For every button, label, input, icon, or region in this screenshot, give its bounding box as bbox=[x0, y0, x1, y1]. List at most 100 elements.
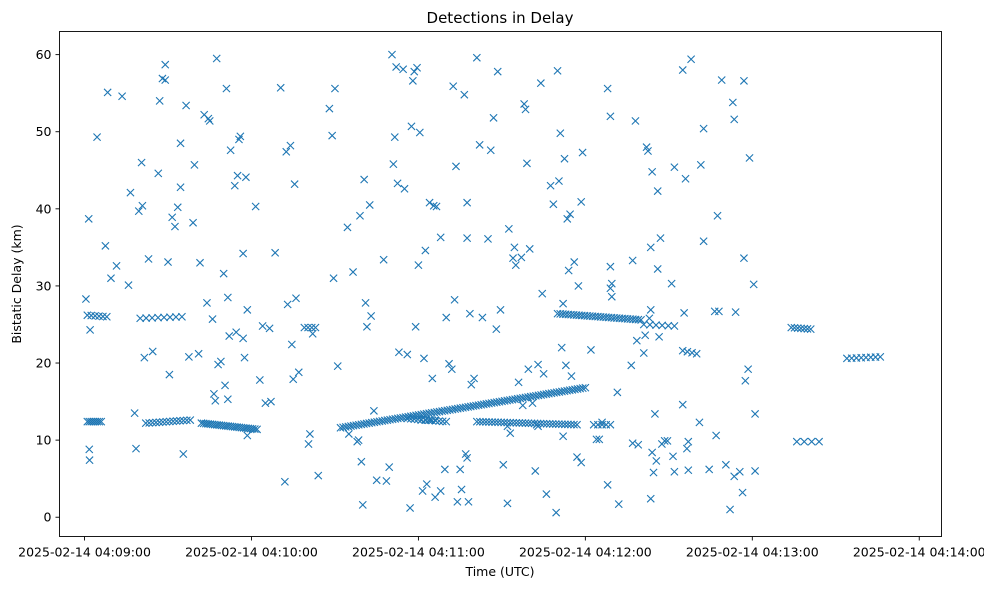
data-point-clutter bbox=[144, 254, 153, 263]
data-point-clutter bbox=[564, 266, 573, 275]
data-point-clutter bbox=[189, 218, 198, 227]
data-point-clutter bbox=[460, 90, 469, 99]
data-point-clutter bbox=[678, 400, 687, 409]
data-point-clutter bbox=[286, 141, 295, 150]
data-point-track-13-mid bbox=[806, 325, 815, 334]
data-point-clutter bbox=[84, 214, 93, 223]
data-point-clutter bbox=[134, 207, 143, 216]
data-point-clutter bbox=[699, 237, 708, 246]
data-point-clutter bbox=[695, 418, 704, 427]
data-point-clutter bbox=[475, 140, 484, 149]
data-point-clutter bbox=[492, 325, 501, 334]
data-point-clutter bbox=[103, 88, 112, 97]
data-point-clutter bbox=[559, 432, 568, 441]
data-point-clutter bbox=[705, 465, 714, 474]
data-point-clutter bbox=[154, 169, 163, 178]
data-point-clutter bbox=[538, 289, 547, 298]
y-axis: 0 10 20 30 40 50 60 bbox=[36, 47, 60, 525]
data-point-clutter bbox=[456, 465, 465, 474]
data-point-clutter bbox=[132, 444, 141, 453]
data-point-track-6-low bbox=[472, 417, 481, 426]
data-point-track-11-mid bbox=[304, 323, 313, 332]
data-point-track-3-low bbox=[250, 425, 259, 434]
data-point-clutter bbox=[641, 331, 650, 340]
data-point-clutter bbox=[646, 243, 655, 252]
x-tick-label: 2025-02-14 04:14:00 bbox=[853, 545, 984, 560]
data-point-clutter bbox=[168, 213, 177, 222]
data-point-clutter bbox=[463, 198, 472, 207]
data-point-clutter bbox=[595, 435, 604, 444]
data-point-clutter bbox=[429, 201, 438, 210]
data-point-track-13-mid bbox=[793, 324, 802, 333]
data-point-clutter bbox=[357, 457, 366, 466]
data-point-track-2-low bbox=[162, 417, 171, 426]
data-point-track-2-low bbox=[155, 418, 164, 427]
data-point-clutter bbox=[93, 133, 102, 142]
data-point-track-16-low bbox=[800, 437, 809, 446]
data-point-clutter bbox=[266, 397, 275, 406]
data-point-clutter bbox=[209, 389, 218, 398]
data-point-clutter bbox=[445, 359, 454, 368]
data-point-track-2-low bbox=[182, 416, 191, 425]
data-point-track-6-low bbox=[497, 418, 506, 427]
data-point-clutter bbox=[470, 374, 479, 383]
data-point-track-5-low bbox=[403, 414, 412, 423]
data-point-track-17-low bbox=[431, 416, 440, 425]
data-point-clutter bbox=[205, 116, 214, 125]
data-point-clutter bbox=[421, 246, 430, 255]
data-point-clutter bbox=[425, 198, 434, 207]
data-point-clutter bbox=[86, 325, 95, 334]
data-point-clutter bbox=[176, 183, 185, 192]
data-point-clutter bbox=[517, 253, 526, 262]
data-point-clutter bbox=[726, 505, 735, 514]
data-point-track-2-low bbox=[176, 416, 184, 425]
data-point-clutter bbox=[126, 188, 135, 197]
data-point-clutter bbox=[241, 173, 250, 182]
data-point-clutter bbox=[613, 388, 622, 397]
data-point-clutter bbox=[518, 401, 527, 410]
data-point-clutter bbox=[407, 122, 416, 131]
data-point-track-12-mid bbox=[652, 321, 661, 330]
data-point-clutter bbox=[428, 374, 437, 383]
data-point-clutter bbox=[173, 203, 182, 212]
data-point-clutter bbox=[561, 361, 570, 370]
data-point-clutter bbox=[367, 312, 376, 320]
chart-title: Detections in Delay bbox=[427, 9, 574, 27]
data-point-clutter bbox=[290, 180, 299, 189]
data-point-track-15-mid bbox=[688, 348, 697, 357]
data-point-clutter bbox=[749, 280, 758, 289]
data-point-clutter bbox=[419, 354, 428, 363]
data-point-clutter bbox=[176, 139, 185, 148]
y-tick-label: 20 bbox=[36, 356, 52, 371]
data-point-track-13-mid bbox=[797, 324, 805, 333]
data-point-track-6-low bbox=[515, 418, 524, 427]
data-point-clutter bbox=[559, 299, 568, 308]
data-point-clutter bbox=[328, 131, 337, 140]
data-point-clutter bbox=[343, 223, 352, 232]
data-point-track-1-low bbox=[97, 417, 106, 426]
data-point-clutter bbox=[745, 153, 754, 162]
data-point-clutter bbox=[607, 292, 616, 301]
data-point-clutter bbox=[503, 499, 512, 508]
data-point-track-5-low bbox=[410, 415, 419, 424]
data-point-clutter bbox=[648, 448, 657, 457]
data-point-clutter bbox=[714, 307, 723, 316]
data-point-clutter bbox=[106, 274, 115, 283]
data-point-clutter bbox=[232, 328, 241, 337]
data-point-clutter bbox=[233, 171, 242, 180]
data-point-clutter bbox=[325, 104, 334, 113]
data-point-track-6-low bbox=[566, 420, 575, 429]
data-point-clutter bbox=[330, 84, 339, 93]
plot-area bbox=[59, 31, 942, 537]
data-point-track-10-mid bbox=[154, 313, 163, 322]
data-point-clutter bbox=[655, 332, 664, 341]
data-point-clutter bbox=[184, 352, 193, 361]
data-point-track-2-low bbox=[148, 418, 157, 427]
data-point-track-11-mid bbox=[311, 323, 320, 332]
data-point-track-9-mid bbox=[102, 312, 111, 321]
data-point-clutter bbox=[467, 380, 476, 389]
data-point-clutter bbox=[393, 179, 402, 188]
data-point-clutter bbox=[738, 488, 747, 497]
data-point-clutter bbox=[730, 115, 739, 124]
